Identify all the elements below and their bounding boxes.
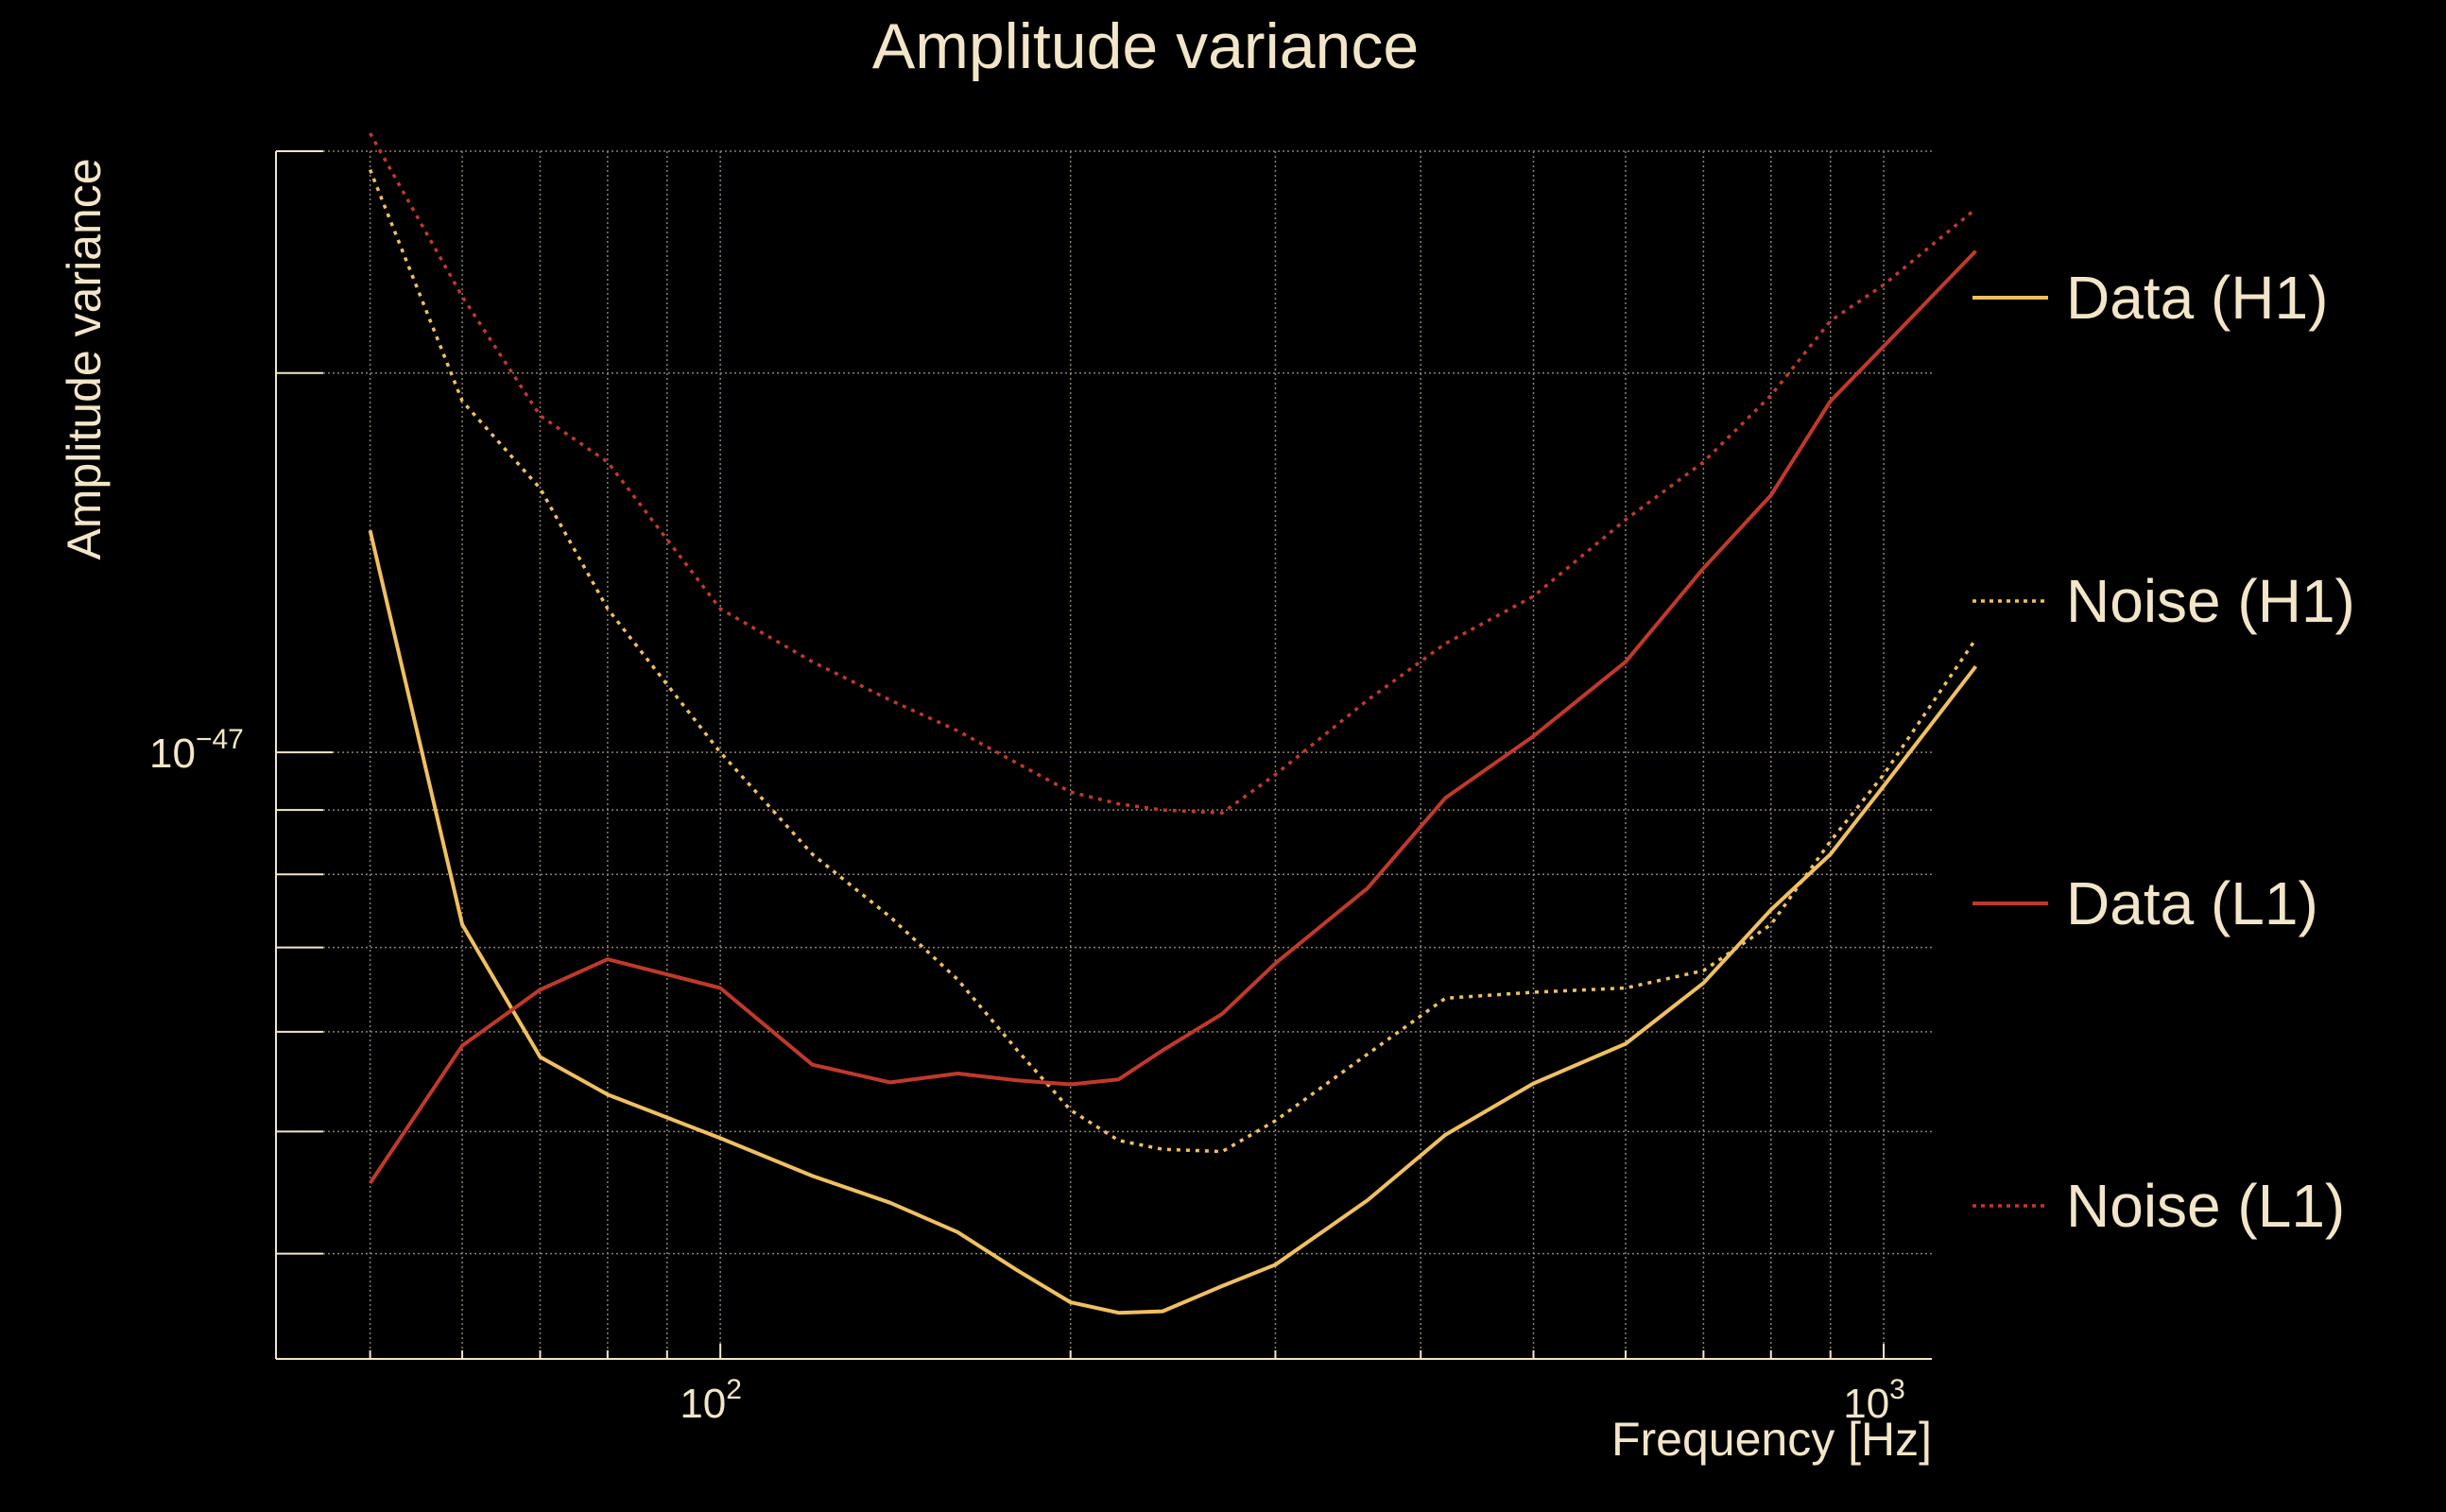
grid — [276, 150, 1932, 1359]
axes — [275, 151, 1932, 1360]
x-axis-label: Frequency [Hz] — [1611, 1413, 1932, 1466]
series-line-noise-l1 — [369, 132, 1977, 816]
legend-label: Noise (H1) — [2066, 567, 2355, 635]
legend-label: Data (H1) — [2066, 264, 2328, 332]
y-tick-label: 10−47 — [149, 724, 244, 777]
legend-label: Data (L1) — [2066, 869, 2318, 937]
x-tick-label: 103 — [1843, 1374, 1905, 1427]
legend: Data (H1) Noise (H1) Data (L1) Noise (L1) — [1972, 264, 2355, 1240]
chart-title: Amplitude variance — [872, 10, 1419, 82]
series-line-data-l1 — [368, 249, 1977, 1185]
legend-label: Noise (L1) — [2066, 1172, 2345, 1240]
y-axis-label: Amplitude variance — [58, 158, 111, 559]
x-tick-label: 102 — [680, 1374, 742, 1427]
tick-labels: 102 103 10−47 — [149, 724, 1905, 1427]
series-line-data-h1 — [368, 529, 1978, 1315]
series-lines — [368, 132, 1978, 1315]
series-line-noise-h1 — [368, 168, 1977, 1154]
